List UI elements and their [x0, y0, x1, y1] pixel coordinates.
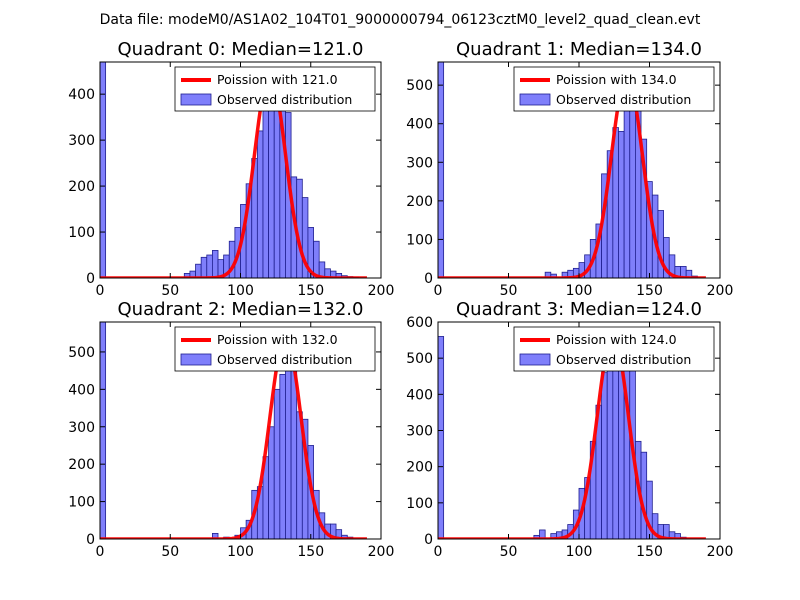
quadrant-3-ytick-label: 200: [406, 460, 433, 476]
quadrant-2-xtick-label: 100: [227, 544, 254, 560]
figure-suptitle: Data file: modeM0/AS1A02_104T01_90000007…: [100, 12, 701, 28]
quadrant-2-xtick-label: 200: [368, 544, 395, 560]
quadrant-3-ytick-label: 0: [424, 532, 433, 548]
quadrant-1-xtick-label: 100: [566, 283, 593, 299]
quadrant-3-ytick-label: 400: [406, 387, 433, 403]
quadrant-0-legend-curve-label: Poission with 121.0: [217, 72, 338, 87]
quadrant-0-legend: Poission with 121.0 Observed distribution: [174, 66, 376, 112]
quadrant-0-xtick-label: 200: [368, 283, 395, 299]
quadrant-3-ytick-label: 300: [406, 424, 433, 440]
quadrant-3-legend-bars-label: Observed distribution: [556, 352, 691, 367]
quadrant-0-histogram-bar: [100, 62, 107, 278]
quadrant-1-ytick-label: 500: [406, 78, 433, 94]
quadrant-2-histogram-bar: [273, 388, 281, 539]
quadrant-2-ytick-label: 500: [68, 345, 95, 361]
quadrant-1-legend-bars-swatch: [519, 93, 551, 106]
quadrant-0-plot-area: [100, 62, 368, 278]
quadrant-1-xtick-label: 150: [636, 283, 663, 299]
quadrant-1-xtick-label: 200: [707, 283, 734, 299]
quadrant-0-xtick-label: 50: [161, 283, 179, 299]
quadrant-0-xtick-label: 0: [96, 283, 105, 299]
quadrant-2-legend-bars-swatch: [180, 353, 212, 366]
quadrant-1-ytick-label: 300: [406, 155, 433, 171]
quadrant-0-poisson-curve: [100, 71, 368, 278]
quadrant-2-ytick-label: 100: [68, 495, 95, 511]
quadrant-0-legend-bars-swatch: [180, 93, 212, 106]
quadrant-0-ytick-label: 300: [68, 133, 95, 149]
quadrant-1-legend-curve-label: Poission with 134.0: [556, 72, 677, 87]
quadrant-0-ytick-label: 100: [68, 225, 95, 241]
quadrant-3-xtick-label: 150: [636, 544, 663, 560]
quadrant-3-ytick-label: 500: [406, 351, 433, 367]
quadrant-3-ytick-label: 600: [406, 315, 433, 331]
quadrant-2-title: Quadrant 2: Median=132.0: [118, 299, 364, 320]
quadrant-3-chart: Quadrant 3: Median=124.0 0 50 100 150 200 0 100…: [406, 299, 733, 560]
quadrant-3-legend-curve-label: Poission with 124.0: [556, 332, 677, 347]
quadrant-2-ytick-label: 200: [68, 457, 95, 473]
quadrant-3-legend-bars-swatch: [519, 353, 551, 366]
quadrant-1-histogram-bar: [438, 62, 445, 278]
quadrant-2-xtick-label: 50: [161, 544, 179, 560]
quadrant-3-xtick-label: 200: [707, 544, 734, 560]
quadrant-0-histogram-bar: [200, 256, 208, 278]
quadrant-1-legend: Poission with 134.0 Observed distribution: [513, 66, 715, 112]
quadrant-3-ytick-label: 100: [406, 496, 433, 512]
quadrant-0-xtick-label: 150: [297, 283, 324, 299]
quadrant-0-ytick-label: 400: [68, 87, 95, 103]
quadrant-2-histogram-bar: [279, 373, 286, 539]
quadrant-1-ytick-label: 200: [406, 194, 433, 210]
quadrant-2-poisson-curve: [100, 335, 368, 539]
quadrant-0-legend-bars-label: Observed distribution: [217, 92, 352, 107]
quadrant-1-chart: Quadrant 1: Median=134.0 0 50 100 150 200 0 100…: [406, 39, 733, 299]
quadrant-3-plot-area: [438, 332, 707, 539]
quadrant-2-chart: Quadrant 2: Median=132.0 0 50 100 150 200 0 100…: [68, 299, 394, 560]
quadrant-0-ytick-label: 200: [68, 179, 95, 195]
quadrant-1-plot-area: [438, 62, 707, 278]
quadrant-2-legend: Poission with 132.0 Observed distribution: [174, 326, 376, 372]
quadrant-3-histogram-bar: [674, 533, 681, 539]
quadrant-1-ytick-label: 100: [406, 232, 433, 248]
quadrant-2-ytick-label: 0: [86, 532, 95, 548]
quadrant-2-histogram-bar: [211, 532, 219, 539]
quadrant-0-title: Quadrant 0: Median=121.0: [118, 39, 364, 60]
quadrant-3-title: Quadrant 3: Median=124.0: [456, 299, 702, 320]
quadrant-0-histogram-bar: [262, 93, 270, 278]
quadrant-2-plot-area: [100, 322, 368, 539]
quadrant-3-legend-box: [513, 326, 715, 372]
quadrant-2-histogram-bar: [100, 322, 107, 539]
quadrant-2-ytick-label: 300: [68, 420, 95, 436]
quadrant-0-histogram-bar: [195, 263, 202, 278]
quadrant-1-title: Quadrant 1: Median=134.0: [456, 39, 702, 60]
quadrant-3-poisson-curve: [438, 332, 707, 539]
quadrant-3-histogram-bar: [438, 336, 445, 539]
quadrant-3-xtick-label: 0: [434, 544, 443, 560]
quadrant-1-xtick-label: 0: [434, 283, 443, 299]
quadrant-panels: Quadrant 0: Median=121.0 0 50 100 150 200 0 100…: [68, 39, 733, 560]
quadrant-0-histogram-bar: [206, 254, 213, 278]
quadrant-0-ytick-label: 0: [86, 271, 95, 287]
quadrant-1-ytick-label: 0: [424, 271, 433, 287]
quadrant-2-xtick-label: 150: [297, 544, 324, 560]
quadrant-0-histogram-bar: [313, 240, 320, 278]
quadrant-2-legend-bars-label: Observed distribution: [217, 352, 352, 367]
quadrant-1-histogram-bar: [657, 210, 665, 278]
quadrant-0-chart: Quadrant 0: Median=121.0 0 50 100 150 200 0 100…: [68, 39, 394, 299]
quadrant-1-xtick-label: 50: [500, 283, 518, 299]
quadrant-2-histogram-bar: [268, 426, 275, 539]
quadrant-3-legend: Poission with 124.0 Observed distribution: [513, 326, 715, 372]
quadrant-1-histogram-bar: [618, 131, 625, 278]
quadrant-0-histogram-bar: [256, 130, 264, 278]
quadrant-0-histogram-bar: [211, 250, 219, 278]
quadrant-2-ytick-label: 400: [68, 382, 95, 398]
quadrant-3-xtick-label: 50: [500, 544, 518, 560]
quadrant-3-xtick-label: 100: [566, 544, 593, 560]
quadrant-2-legend-curve-label: Poission with 132.0: [217, 332, 338, 347]
quadrant-1-ytick-label: 400: [406, 117, 433, 133]
quadrant-3-histogram-bar: [601, 372, 608, 539]
quadrant-2-xtick-label: 0: [96, 544, 105, 560]
quadrant-1-legend-bars-label: Observed distribution: [556, 92, 691, 107]
quadrant-0-xtick-label: 100: [227, 283, 254, 299]
